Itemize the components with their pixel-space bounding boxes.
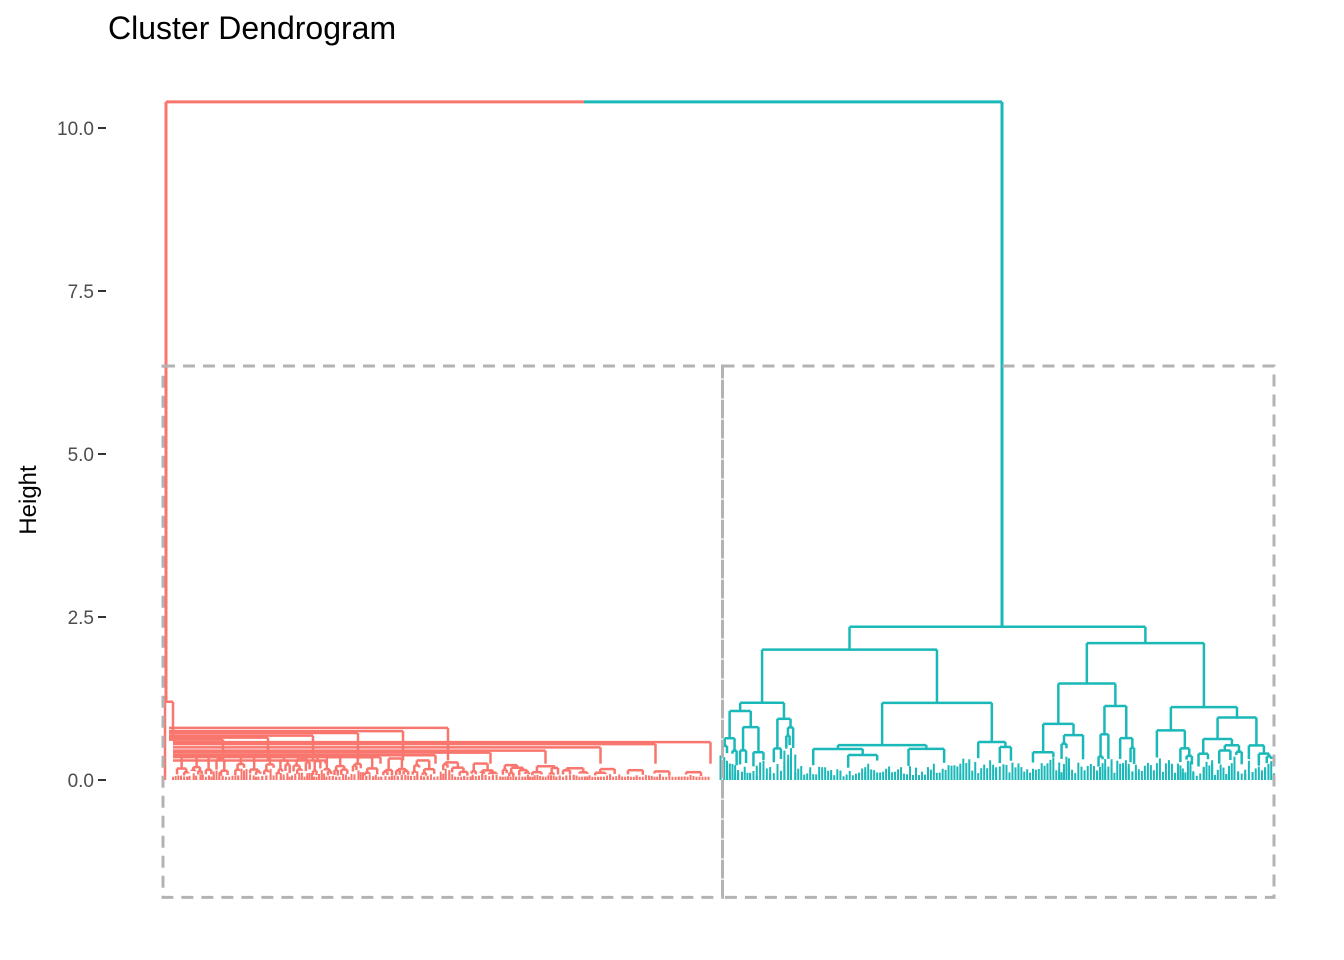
cluster-boxes (161, 364, 1276, 899)
y-tick-label: 5.0 (68, 445, 94, 466)
y-tick-label: 10.0 (57, 119, 94, 140)
cluster-box (161, 364, 724, 899)
y-tick-label: 0.0 (68, 771, 94, 792)
cluster-box (721, 364, 1276, 899)
y-tick-label: 7.5 (68, 282, 94, 303)
y-tick-label: 2.5 (68, 608, 94, 629)
dendrogram-branches (163, 100, 1275, 780)
y-axis: 0.0 2.5 5.0 7.5 10.0 (57, 119, 106, 792)
chart-title: Cluster Dendrogram (108, 10, 397, 46)
y-axis-title: Height (15, 465, 42, 535)
